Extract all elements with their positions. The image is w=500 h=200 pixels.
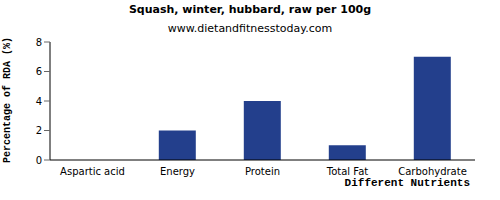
svg-text:Aspartic acid: Aspartic acid — [60, 166, 125, 177]
svg-text:2: 2 — [36, 125, 42, 136]
svg-text:6: 6 — [36, 66, 42, 77]
svg-text:0: 0 — [36, 155, 42, 166]
svg-text:Energy: Energy — [160, 166, 195, 177]
svg-text:Carbohydrate: Carbohydrate — [398, 166, 467, 177]
svg-text:4: 4 — [36, 96, 42, 107]
svg-text:8: 8 — [36, 37, 42, 48]
html-text:Different Nutrients: Different Nutrients — [344, 177, 470, 189]
svg-text:Total Fat: Total Fat — [326, 166, 368, 177]
html-text:www.dietandfitnesstoday.com: www.dietandfitnesstoday.com — [167, 22, 333, 35]
svg-text:Protein: Protein — [245, 166, 280, 177]
html-text:Percentage of RDA (%): Percentage of RDA (%) — [2, 37, 13, 163]
html-text:Squash, winter, hubbard, raw p: Squash, winter, hubbard, raw per 100g — [128, 3, 372, 16]
